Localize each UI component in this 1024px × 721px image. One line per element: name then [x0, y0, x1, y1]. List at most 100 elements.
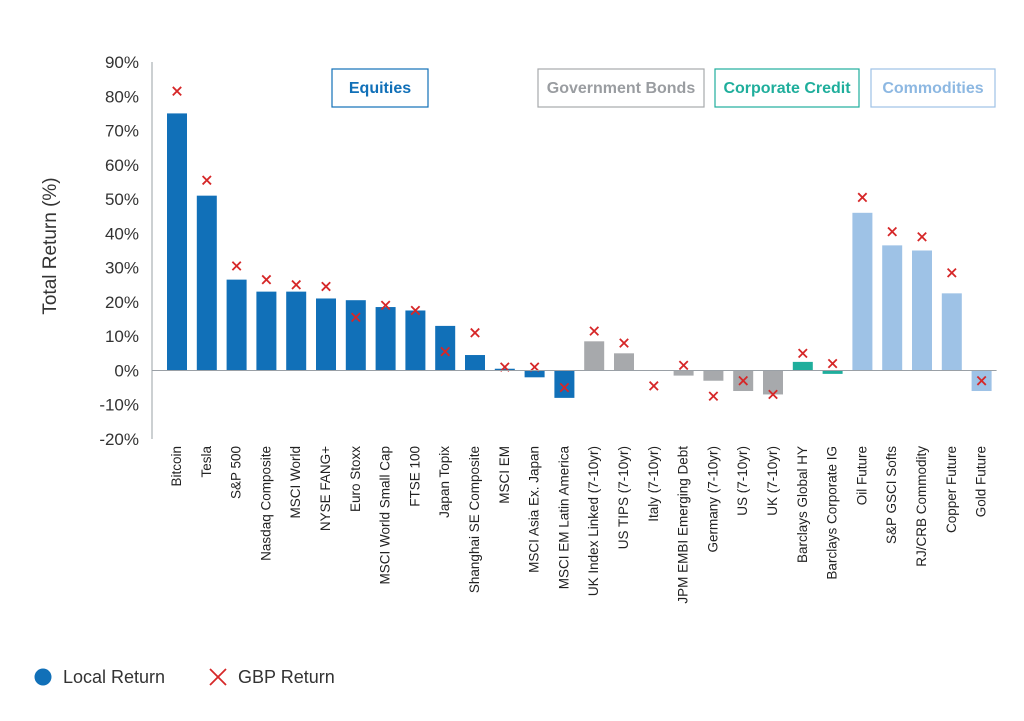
x-tick-label-us-tips-7-10yr: US TIPS (7-10yr) [616, 446, 631, 549]
group-label-commodities: Commodities [870, 68, 996, 108]
bar-euro-stoxx [345, 300, 366, 371]
x-tick-label-oil-future: Oil Future [854, 446, 869, 505]
bar-nyse-fang [316, 298, 336, 371]
bar-msci-world [286, 291, 307, 371]
gbp-marker-uk-7-10yr [768, 389, 778, 400]
y-tick-label: 70% [105, 122, 139, 141]
x-tick-label-rj-crb-commodity: RJ/CRB Commodity [914, 446, 929, 567]
bar-uk-index-linked-7-10yr [584, 341, 605, 371]
bars-layer [167, 113, 992, 398]
gbp-marker-oil-future [857, 192, 868, 203]
y-tick-label: 10% [105, 327, 139, 346]
x-tick-label-barclays-corporate-ig: Barclays Corporate IG [825, 446, 840, 580]
group-label-commodities-text: Commodities [882, 80, 983, 97]
gbp-marker-rj-crb-commodity [917, 231, 927, 242]
gbp-marker-msci-em-latin-america [559, 382, 570, 393]
bar-sandp-500 [226, 279, 247, 371]
bar-japan-topix [435, 325, 456, 371]
y-axis: -20% -10% 0% 10% 20% 30% 40% 50% 60% 70% 80% 90% [99, 53, 153, 449]
bar-msci-world-small-cap [375, 307, 396, 371]
gbp-marker-japan-topix [440, 346, 451, 357]
x-tick-label-italy-7-10yr: Italy (7-10yr) [646, 446, 661, 522]
x-tick-label-nasdaq-composite: Nasdaq Composite [258, 446, 273, 561]
gbp-marker-nyse-fang [321, 281, 331, 292]
legend-gbp-swatch [209, 668, 227, 686]
group-label-government-bonds-text: Government Bonds [547, 80, 696, 97]
bar-oil-future [852, 212, 873, 371]
x-tick-label-copper-future: Copper Future [944, 446, 959, 533]
group-label-corporate-credit: Corporate Credit [714, 68, 860, 108]
gbp-markers-layer [172, 86, 987, 401]
bar-barclays-global-hy [792, 361, 813, 371]
bar-bitcoin [167, 113, 187, 371]
bar-rj-crb-commodity [912, 250, 932, 371]
gbp-marker-msci-em [499, 362, 510, 372]
legend: Local Return GBP Return [34, 667, 335, 687]
group-label-government-bonds: Government Bonds [537, 68, 705, 108]
group-label-equities: Equities [331, 68, 429, 108]
group-label-equities-text: Equities [349, 80, 411, 97]
gbp-marker-sandp-500 [231, 261, 242, 271]
bar-nasdaq-composite [256, 291, 277, 371]
x-tick-label-uk-index-linked-7-10yr: UK Index Linked (7-10yr) [586, 446, 601, 596]
legend-gbp-label: GBP Return [238, 667, 335, 687]
category-labels: Bitcoin Tesla S&P 500 Nasdaq Composite MSCI … [169, 446, 989, 604]
gbp-marker-sandp-gsci-softs [887, 226, 898, 237]
bar-barclays-corporate-ig [822, 370, 843, 374]
y-tick-label: 80% [105, 87, 139, 106]
x-tick-label-us-7-10yr: US (7-10yr) [735, 446, 750, 516]
bar-us-tips-7-10yr [614, 353, 634, 371]
x-tick-label-msci-world-small-cap: MSCI World Small Cap [378, 446, 393, 585]
x-tick-label-sandp-gsci-softs: S&P GSCI Softs [884, 446, 899, 544]
x-tick-label-sandp-500: S&P 500 [229, 446, 244, 499]
gbp-marker-germany-7-10yr [708, 391, 719, 401]
x-tick-label-tesla: Tesla [199, 446, 214, 478]
y-tick-label: 40% [105, 224, 139, 243]
gbp-marker-barclays-corporate-ig [827, 358, 838, 369]
bar-germany-7-10yr [703, 370, 724, 381]
bar-ftse-100 [405, 310, 426, 371]
gbp-marker-msci-world [291, 279, 302, 290]
gbp-marker-nasdaq-composite [261, 274, 272, 285]
x-tick-label-uk-7-10yr: UK (7-10yr) [765, 446, 780, 516]
gbp-marker-us-7-10yr [738, 375, 749, 386]
y-tick-label: -20% [99, 430, 139, 449]
x-tick-label-germany-7-10yr: Germany (7-10yr) [705, 446, 720, 553]
gbp-marker-jpm-embi-emerging-debt [678, 360, 689, 371]
gbp-marker-copper-future [946, 267, 957, 278]
bar-msci-em [494, 368, 515, 371]
bar-jpm-embi-emerging-debt [673, 370, 694, 376]
legend-local-label: Local Return [63, 667, 165, 687]
gbp-marker-italy-7-10yr [648, 381, 659, 391]
x-tick-label-nyse-fang: NYSE FANG+ [318, 446, 333, 531]
bar-msci-em-latin-america [554, 370, 575, 398]
legend-local-swatch [34, 668, 52, 686]
bar-sandp-gsci-softs [882, 245, 903, 371]
gbp-marker-msci-asia-ex-japan [529, 362, 540, 372]
gbp-marker-shanghai-se-composite [470, 327, 480, 338]
x-tick-label-bitcoin: Bitcoin [169, 446, 184, 487]
x-tick-label-msci-asia-ex-japan: MSCI Asia Ex. Japan [527, 446, 542, 573]
x-tick-label-euro-stoxx: Euro Stoxx [348, 446, 363, 512]
gbp-marker-bitcoin [172, 86, 182, 96]
x-tick-label-shanghai-se-composite: Shanghai SE Composite [467, 446, 482, 593]
x-tick-label-japan-topix: Japan Topix [437, 446, 452, 518]
gbp-marker-uk-index-linked-7-10yr [589, 326, 600, 336]
bar-tesla [196, 195, 217, 371]
y-axis-title: Total Return (%) [40, 177, 61, 314]
x-tick-label-barclays-global-hy: Barclays Global HY [795, 446, 810, 563]
y-tick-label: 20% [105, 293, 139, 312]
x-tick-label-msci-world: MSCI World [288, 446, 303, 519]
x-tick-label-msci-em: MSCI EM [497, 446, 512, 504]
bar-msci-asia-ex-japan [524, 370, 545, 378]
x-tick-label-jpm-embi-emerging-debt: JPM EMBI Emerging Debt [676, 446, 691, 604]
y-tick-label: 90% [105, 53, 139, 72]
y-tick-label: 30% [105, 259, 139, 278]
gbp-marker-us-tips-7-10yr [619, 338, 629, 348]
y-tick-label: 0% [114, 361, 139, 380]
gbp-marker-barclays-global-hy [797, 348, 808, 359]
gbp-marker-gold-future [976, 375, 987, 386]
y-tick-label: 60% [105, 156, 139, 175]
bar-copper-future [941, 293, 962, 371]
